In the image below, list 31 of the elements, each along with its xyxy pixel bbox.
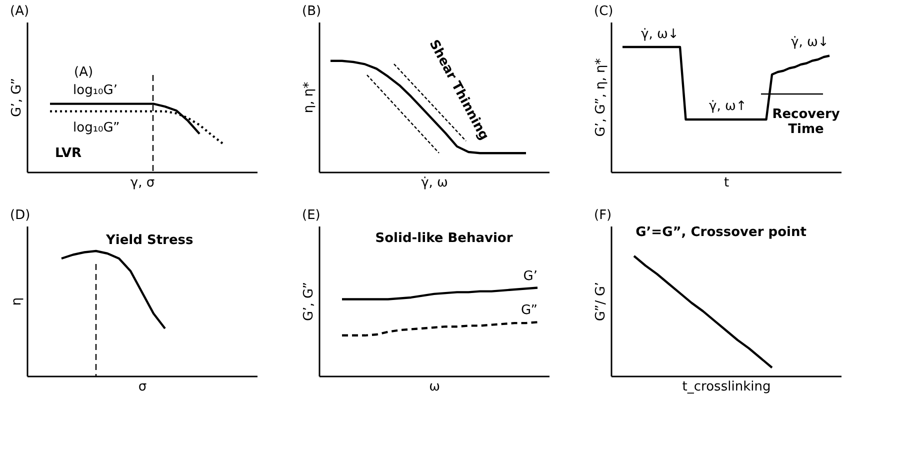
y-axis-title: G’, G” xyxy=(302,282,316,321)
x-axis-title: σ xyxy=(138,380,147,394)
y-axis-title: G’, G”, η, η* xyxy=(594,58,608,137)
annotation: γ̇, ω↓ xyxy=(791,35,829,50)
text: Yield Stress xyxy=(106,233,194,248)
text: γ̇, ω↓ xyxy=(641,27,679,42)
annotation: Recovery Time xyxy=(772,107,840,137)
x-axis-title: γ̇, ω xyxy=(421,176,448,190)
chart-title: (E) xyxy=(302,208,320,223)
chart-title: (B) xyxy=(302,4,322,19)
text: (A) xyxy=(74,65,94,80)
y-axis-title: η, η* xyxy=(302,81,316,114)
text: Solid-like Behavior xyxy=(375,231,514,246)
x-axis-title: ω xyxy=(429,380,440,394)
x-axis-title: t xyxy=(724,176,730,190)
series-label: G’ xyxy=(523,268,538,284)
annotation: γ̇, ω↑ xyxy=(709,99,747,114)
y-axis-title: η xyxy=(10,297,24,306)
series-label: G” xyxy=(520,303,538,318)
series-label: log₁₀G” xyxy=(73,120,120,136)
text: G’=G”, Crossover point xyxy=(636,225,806,240)
series-label: log₁₀G’ xyxy=(73,82,118,98)
x-axis-title: t_crosslinking xyxy=(682,380,771,394)
y-axis-title: G’, G” xyxy=(10,78,24,117)
chart-title: (C) xyxy=(594,4,614,19)
chart-title: (F) xyxy=(594,208,612,223)
x-axis-title: γ, σ xyxy=(130,176,155,190)
chart-title: (D) xyxy=(10,208,30,223)
annotation: LVR xyxy=(55,146,82,161)
chart-title: (A) xyxy=(10,4,30,19)
y-axis-title: G”/ G’ xyxy=(594,282,608,322)
